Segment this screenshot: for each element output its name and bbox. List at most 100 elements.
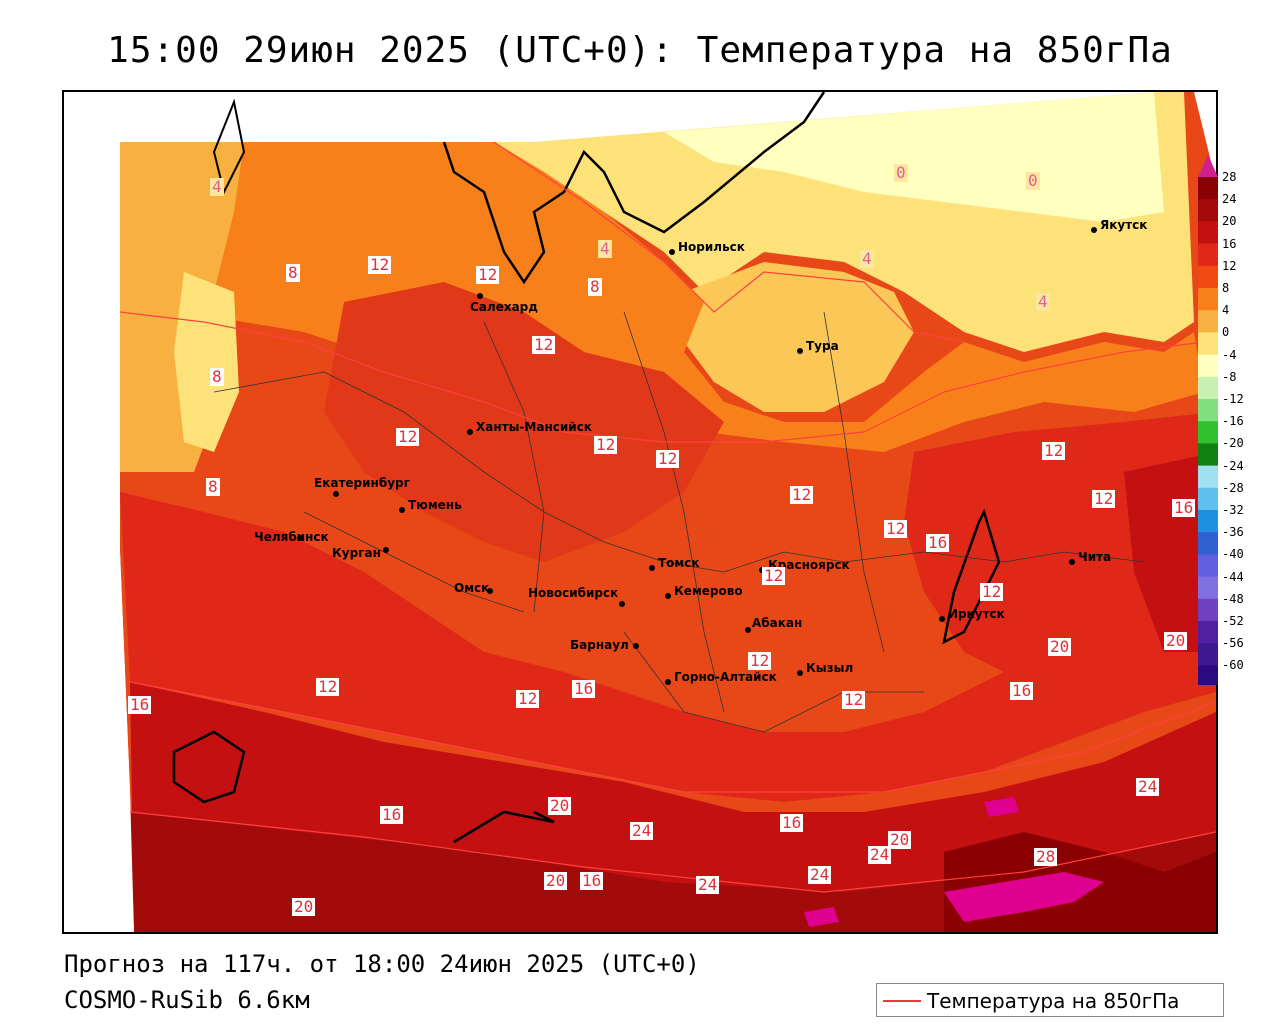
- city-marker-icon: [333, 491, 339, 497]
- colorbar-swatch: [1198, 399, 1218, 422]
- contour-label: 16: [1172, 498, 1196, 517]
- model-info: COSMO-RuSib 6.6км: [64, 986, 310, 1014]
- colorbar-tick-label: -56: [1222, 636, 1244, 651]
- colorbar-swatch: [1198, 376, 1218, 400]
- city-label: Норильск: [678, 240, 745, 254]
- city-label: Барнаул: [570, 638, 629, 652]
- colorbar-tick-label: 24: [1222, 192, 1237, 207]
- contour-label: 20: [1164, 631, 1188, 650]
- contour-label: 12: [790, 485, 814, 504]
- legend: Температура на 850гПа: [876, 983, 1224, 1017]
- city-marker-icon: [669, 249, 675, 255]
- city-label: Красноярск: [768, 558, 850, 572]
- colorbar-swatch: [1198, 243, 1218, 267]
- colorbar-tick-label: -12: [1222, 392, 1244, 406]
- contour-label: 8: [206, 477, 220, 496]
- contour-label: 8: [286, 263, 300, 282]
- contour-label: 12: [884, 519, 908, 538]
- contour-label: 24: [808, 865, 832, 884]
- colorbar-swatch: [1198, 332, 1218, 356]
- city-label: Иркутск: [948, 607, 1005, 621]
- city-label: Челябинск: [254, 530, 329, 544]
- city-label: Томск: [658, 556, 700, 570]
- contour-label: 12: [396, 427, 420, 446]
- colorbar-tick-label: -8: [1222, 369, 1237, 384]
- city-marker-icon: [745, 627, 751, 633]
- colorbar-tick-label: 0: [1222, 325, 1230, 340]
- city-marker-icon: [487, 588, 493, 594]
- city-marker-icon: [665, 593, 671, 599]
- city-marker-icon: [797, 348, 803, 354]
- contour-label: 8: [588, 277, 602, 296]
- contour-label: 20: [888, 830, 912, 849]
- colorbar-swatch: [1198, 443, 1218, 467]
- city-label: Кызыл: [806, 661, 854, 675]
- colorbar-swatch: [1198, 310, 1218, 333]
- contour-label: 24: [1136, 777, 1160, 796]
- contour-label: 12: [1042, 441, 1066, 460]
- contour-label: 12: [476, 265, 500, 284]
- contour-label: 8: [210, 367, 224, 386]
- city-label: Якутск: [1100, 218, 1148, 232]
- map-canvas: [64, 92, 1216, 932]
- colorbar-tick-label: -52: [1222, 614, 1244, 628]
- map-title: 15:00 29июн 2025 (UTC+0): Температура на…: [107, 30, 1173, 71]
- colorbar-tick-label: -24: [1222, 458, 1244, 473]
- contour-label: 20: [1048, 637, 1072, 656]
- colorbar-swatch: [1198, 177, 1218, 200]
- colorbar-swatch: [1198, 621, 1218, 644]
- city-label: Кемерово: [674, 584, 743, 598]
- city-label: Абакан: [752, 616, 803, 630]
- city-marker-icon: [1091, 227, 1097, 233]
- city-marker-icon: [297, 535, 303, 541]
- colorbar-tick-label: -60: [1222, 658, 1244, 673]
- colorbar-swatch: [1198, 510, 1218, 533]
- city-marker-icon: [797, 670, 803, 676]
- contour-label: 16: [780, 813, 804, 832]
- city-marker-icon: [477, 293, 483, 299]
- city-marker-icon: [1069, 559, 1075, 565]
- contour-label: 4: [1036, 292, 1050, 311]
- city-marker-icon: [383, 547, 389, 553]
- colorbar-tick-label: -20: [1222, 436, 1244, 451]
- legend-label: Температура на 850гПа: [927, 989, 1180, 1013]
- colorbar-swatch: [1198, 288, 1218, 311]
- colorbar-swatch: [1198, 265, 1218, 289]
- colorbar-tick-label: 8: [1222, 281, 1230, 295]
- colorbar-tick-label: -28: [1222, 480, 1244, 495]
- colorbar-tick-label: 12: [1222, 258, 1237, 273]
- city-label: Тюмень: [408, 498, 462, 512]
- city-label: Курган: [332, 546, 381, 560]
- contour-label: 24: [630, 821, 654, 840]
- city-marker-icon: [467, 429, 473, 435]
- colorbar-swatch: [1198, 576, 1218, 600]
- city-label: Омск: [454, 581, 490, 595]
- city-label: Горно-Алтайск: [674, 670, 777, 684]
- city-marker-icon: [649, 565, 655, 571]
- city-label: Новосибирск: [528, 586, 619, 600]
- city-marker-icon: [939, 616, 945, 622]
- contour-label: 20: [292, 897, 316, 916]
- colorbar-tick-label: -44: [1222, 569, 1244, 584]
- contour-label: 4: [210, 177, 224, 196]
- contour-label: 4: [598, 239, 612, 258]
- contour-label: 16: [128, 695, 152, 714]
- contour-label: 12: [980, 582, 1004, 601]
- colorbar-scale: [1198, 155, 1218, 689]
- city-marker-icon: [665, 679, 671, 685]
- colorbar-tick-label: 20: [1222, 214, 1237, 229]
- colorbar-swatch: [1198, 598, 1218, 622]
- city-marker-icon: [633, 643, 639, 649]
- colorbar-swatch: [1198, 554, 1218, 578]
- colorbar-tick-label: -32: [1222, 503, 1244, 517]
- city-marker-icon: [399, 507, 405, 513]
- colorbar-tick-label: -36: [1222, 525, 1244, 540]
- contour-label: 20: [548, 796, 572, 815]
- contour-label: 12: [532, 335, 556, 354]
- contour-label: 20: [544, 871, 568, 890]
- city-label: Екатеринбург: [314, 476, 410, 490]
- colorbar-swatch: [1198, 465, 1218, 489]
- colorbar-swatch: [1198, 665, 1218, 689]
- contour-label: 16: [572, 679, 596, 698]
- forecast-info: Прогноз на 117ч. от 18:00 24июн 2025 (UT…: [64, 950, 700, 978]
